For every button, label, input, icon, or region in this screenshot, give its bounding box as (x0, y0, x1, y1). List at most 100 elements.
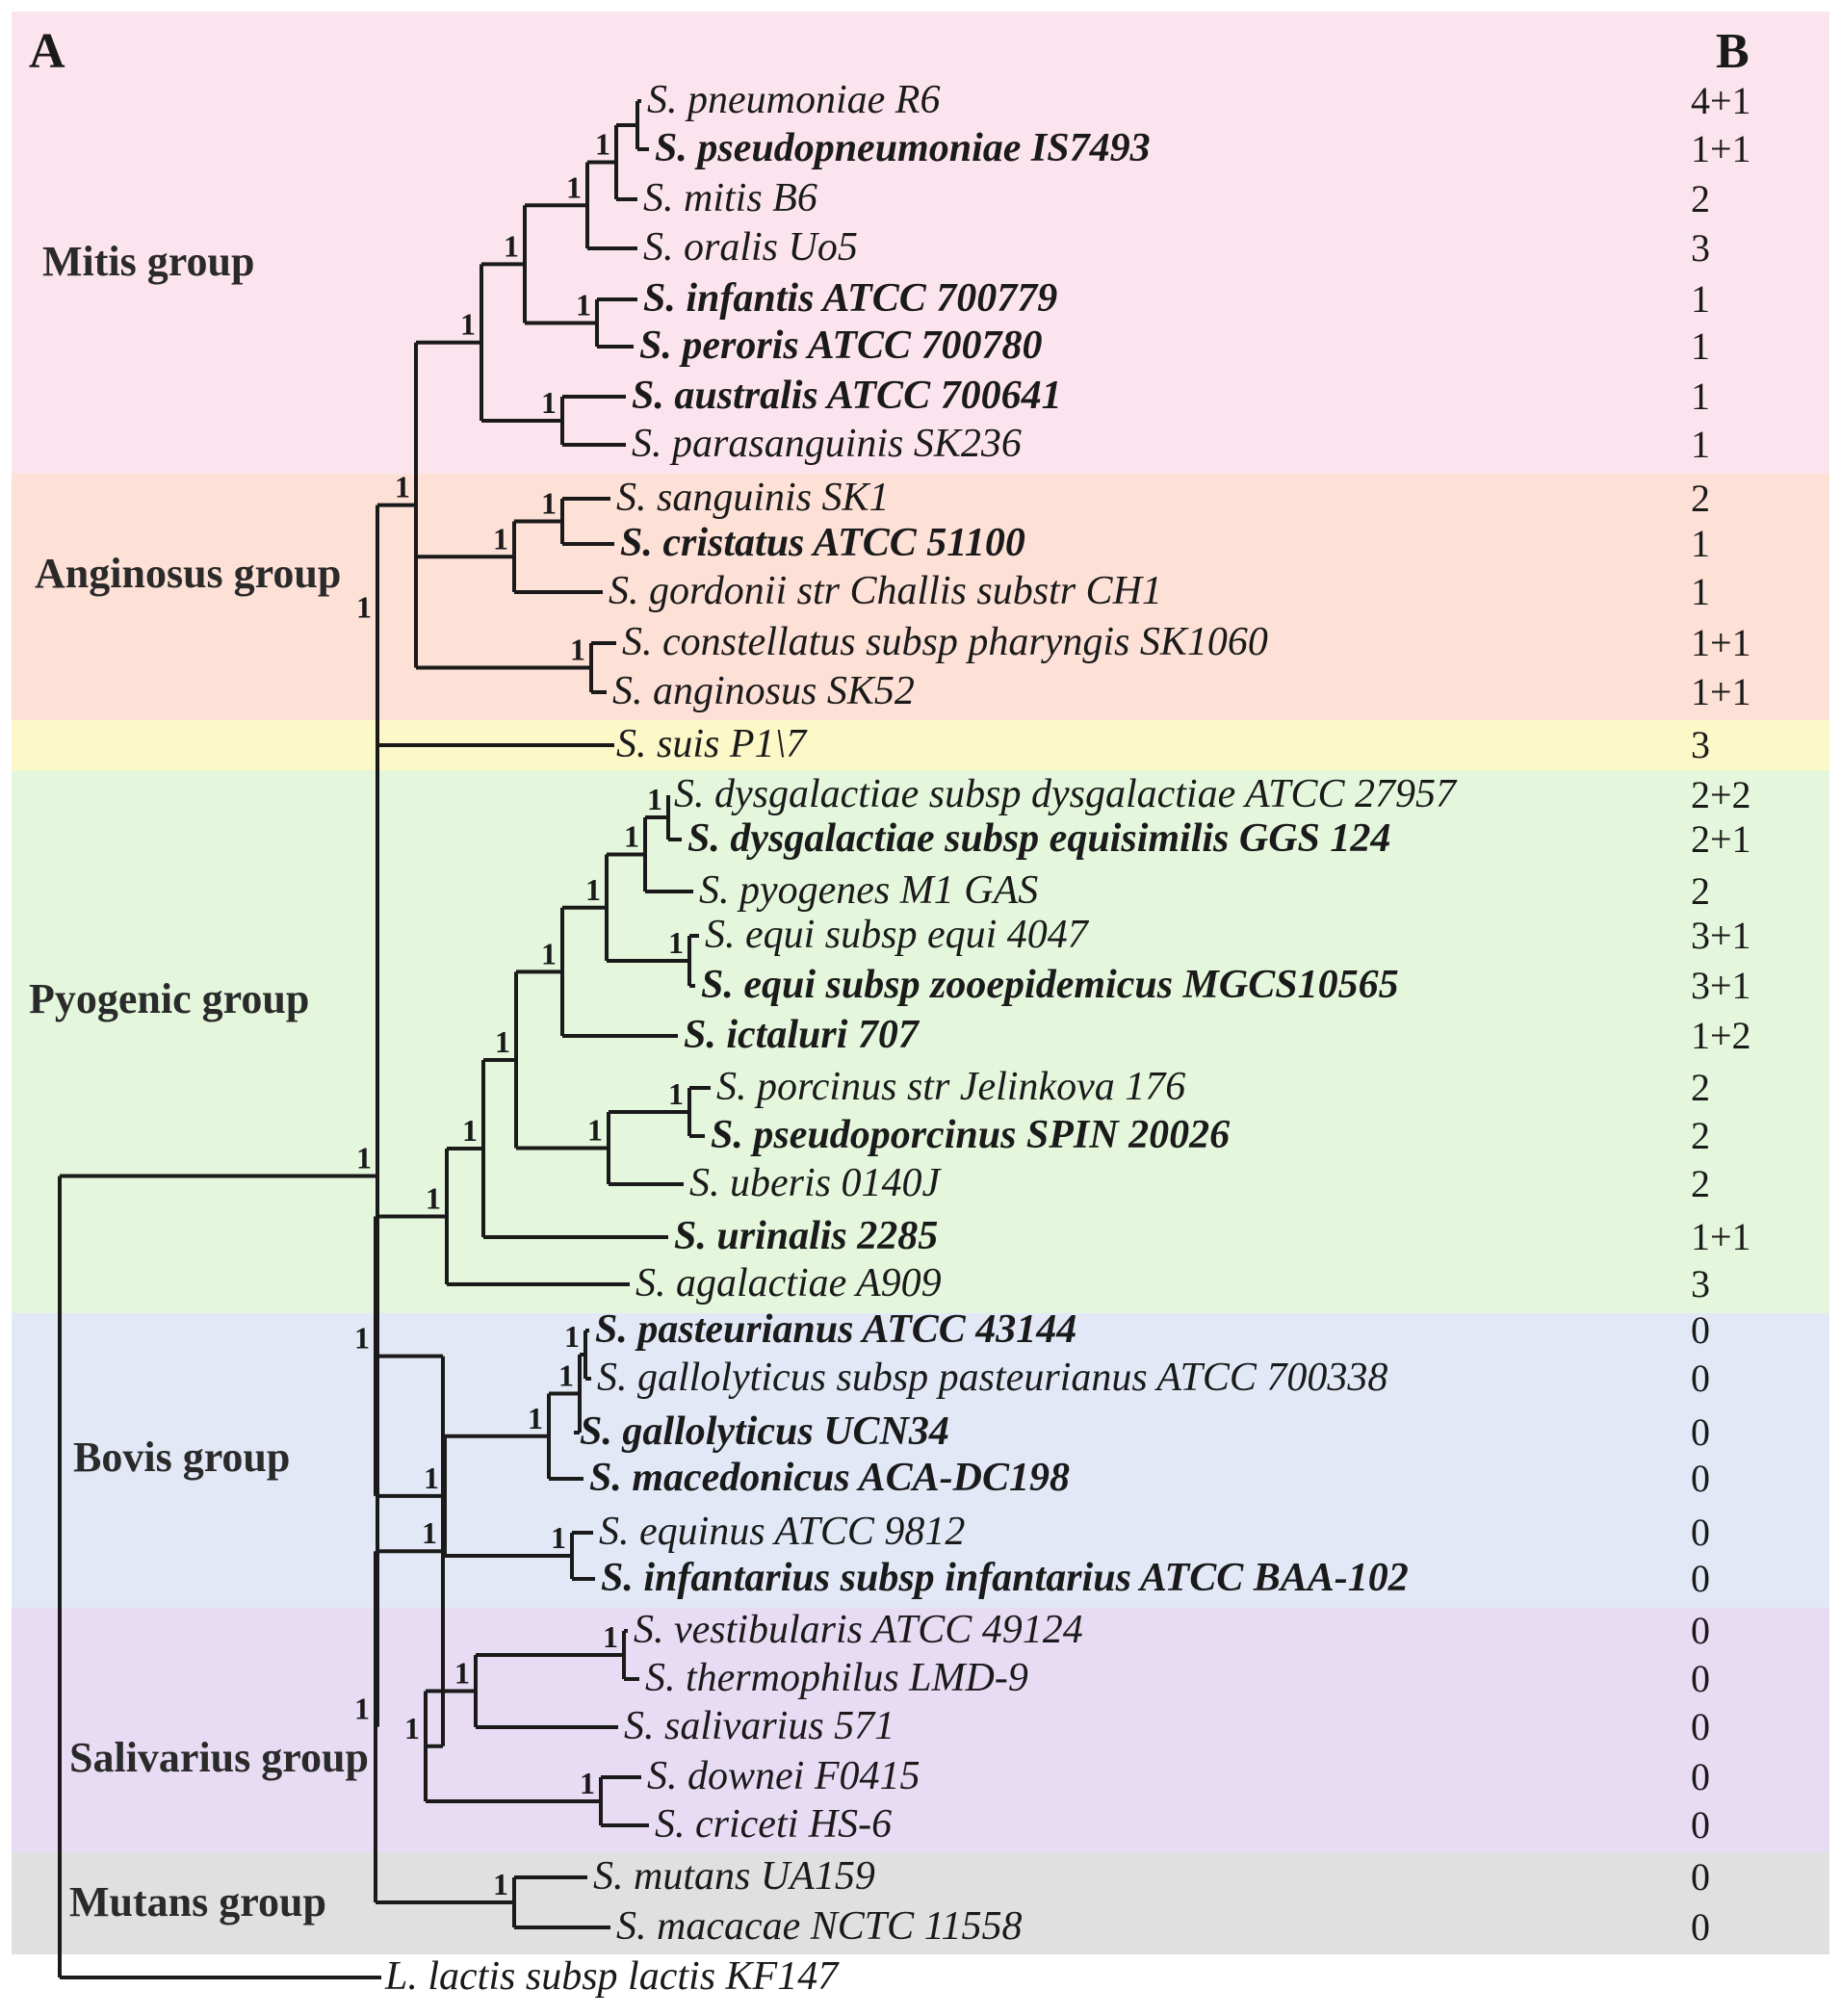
support-value: 1 (354, 1692, 370, 1726)
support-value: 1 (426, 1180, 441, 1215)
taxon-label: S. gallolyticus UCN34 (580, 1409, 949, 1454)
support-value: 1 (493, 1867, 508, 1901)
taxon-label: S. cristatus ATCC 51100 (620, 521, 1025, 565)
support-value: 1 (541, 385, 557, 420)
taxon-label: S. pneumoniae R6 (647, 78, 941, 122)
support-value: 1 (424, 1460, 439, 1495)
taxon-label: S. porcinus str Jelinkova 176 (716, 1065, 1186, 1109)
count-value: 3 (1691, 723, 1710, 766)
taxon-label: S. dysgalactiae subsp dysgalactiae ATCC … (674, 772, 1456, 816)
support-value: 1 (668, 1076, 684, 1111)
taxon-label: S. pseudoporcinus SPIN 20026 (711, 1113, 1231, 1157)
support-value: 1 (647, 782, 662, 816)
support-value: 1 (585, 872, 601, 907)
support-value: 1 (668, 925, 684, 960)
taxon-label: S. ictaluri 707 (684, 1013, 919, 1057)
count-value: 0 (1691, 1755, 1710, 1798)
support-value: 1 (493, 521, 508, 556)
band-pyogenic (12, 770, 1829, 1313)
count-value: 1 (1691, 522, 1710, 565)
group-label-mitis: Mitis group (42, 238, 255, 285)
count-value: 0 (1691, 1855, 1710, 1899)
support-value: 1 (558, 1358, 574, 1393)
taxon-label: S. mitis B6 (643, 176, 817, 220)
count-value: 1+1 (1691, 127, 1751, 170)
count-value: 4+1 (1691, 79, 1751, 122)
taxon-label: S. gallolyticus subsp pasteurianus ATCC … (597, 1356, 1388, 1400)
group-label-salivarius: Salivarius group (69, 1734, 369, 1781)
count-value: 0 (1691, 1511, 1710, 1554)
taxon-label: S. agalactiae A909 (635, 1261, 942, 1305)
count-value: 0 (1691, 1705, 1710, 1748)
support-value: 1 (354, 1321, 370, 1356)
count-value: 2 (1691, 177, 1710, 220)
count-value: 1 (1691, 570, 1710, 613)
count-value: 2 (1691, 1066, 1710, 1109)
support-value: 1 (356, 589, 372, 624)
support-value: 1 (356, 1140, 372, 1175)
taxon-label: S. vestibularis ATCC 49124 (634, 1608, 1083, 1652)
count-value: 3 (1691, 1262, 1710, 1305)
count-value: 1+1 (1691, 1215, 1751, 1258)
count-value: 0 (1691, 1308, 1710, 1352)
taxon-label: S. criceti HS-6 (655, 1802, 893, 1847)
taxon-label: S. oralis Uo5 (643, 225, 858, 270)
count-value: 1 (1691, 277, 1710, 321)
band-mitis (12, 12, 1829, 474)
support-value: 1 (541, 936, 557, 970)
support-value: 1 (576, 288, 591, 323)
support-value: 1 (566, 169, 582, 204)
support-value: 1 (495, 1024, 510, 1059)
support-value: 1 (541, 486, 557, 521)
band-bovis (12, 1313, 1829, 1608)
taxon-label: S. anginosus SK52 (612, 669, 915, 713)
support-value: 1 (587, 1113, 603, 1148)
band-suis (12, 720, 1829, 770)
support-value: 1 (570, 633, 585, 667)
taxon-label: S. salivarius 571 (624, 1704, 895, 1748)
taxon-label: S. mutans UA159 (593, 1854, 875, 1899)
count-value: 1 (1691, 423, 1710, 466)
support-value: 1 (404, 1711, 420, 1745)
support-value: 1 (454, 1656, 470, 1691)
panel-b-label: B (1716, 24, 1750, 79)
taxon-label: S. macedonicus ACA-DC198 (589, 1456, 1070, 1500)
count-value: 2 (1691, 477, 1710, 520)
count-value: 0 (1691, 1410, 1710, 1454)
support-value: 1 (580, 1766, 595, 1800)
count-value: 3+1 (1691, 964, 1751, 1007)
taxon-label: S. australis ATCC 700641 (632, 374, 1062, 418)
count-value: 0 (1691, 1609, 1710, 1652)
support-value: 1 (422, 1515, 437, 1550)
support-value: 1 (595, 127, 610, 162)
taxon-label: S. downei F0415 (647, 1754, 920, 1798)
taxon-label: S. equinus ATCC 9812 (599, 1510, 966, 1554)
taxon-label: S. dysgalactiae subsp equisimilis GGS 12… (687, 816, 1391, 861)
count-value: 0 (1691, 1905, 1710, 1949)
taxon-label: S. sanguinis SK1 (616, 476, 890, 520)
taxon-label: S. equi subsp zooepidemicus MGCS10565 (701, 963, 1399, 1007)
support-value: 1 (528, 1401, 543, 1435)
taxon-label: S. pyogenes M1 GAS (699, 868, 1039, 913)
support-value: 1 (564, 1319, 580, 1354)
band-mutans (12, 1852, 1829, 1954)
count-value: 1+1 (1691, 621, 1751, 664)
taxon-label: S. urinalis 2285 (674, 1214, 939, 1258)
count-value: 2 (1691, 869, 1710, 913)
count-value: 3+1 (1691, 914, 1751, 957)
support-value: 1 (462, 1113, 478, 1148)
taxon-label: S. peroris ATCC 700780 (639, 323, 1043, 368)
count-value: 2 (1691, 1162, 1710, 1205)
support-value: 1 (460, 307, 476, 342)
panel-a-label: A (29, 24, 65, 79)
count-value: 1+2 (1691, 1014, 1751, 1057)
count-value: 0 (1691, 1557, 1710, 1600)
taxon-label: S. infantarius subsp infantarius ATCC BA… (601, 1556, 1409, 1600)
count-value: 1 (1691, 324, 1710, 368)
count-value: 2+1 (1691, 817, 1751, 861)
count-value: 2+2 (1691, 773, 1751, 816)
support-value: 1 (603, 1619, 618, 1654)
taxon-label: S. infantis ATCC 700779 (643, 276, 1058, 321)
